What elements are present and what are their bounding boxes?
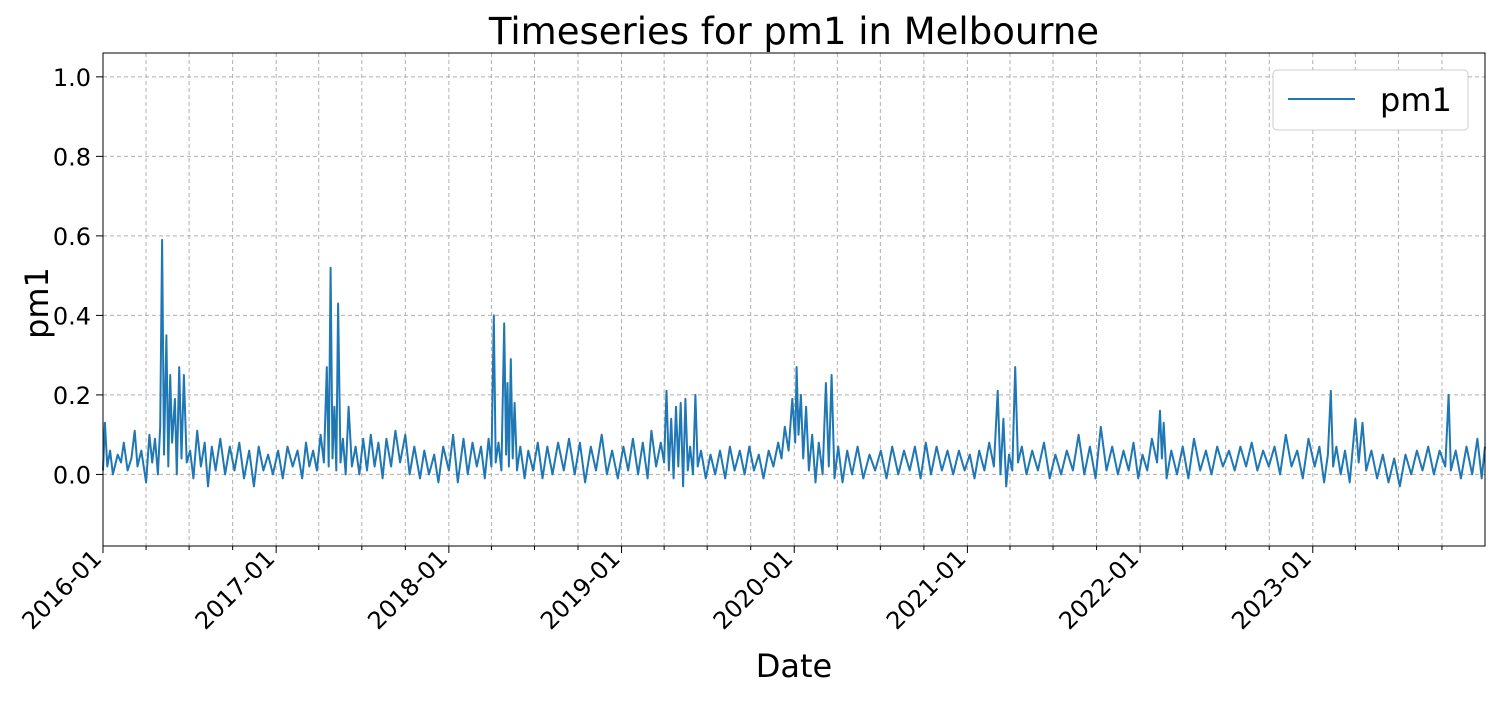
y-axis-label: pm1 [18,267,56,339]
plot-area [102,238,1486,488]
series-line-pm1 [102,238,1486,488]
x-axis-label: Date [756,647,832,685]
legend: pm1 [1272,69,1469,131]
y-tick-label: 0.6 [53,223,91,251]
y-tick-label: 0.8 [53,143,91,171]
y-tick-label: 0.4 [53,302,91,330]
legend-box [1272,69,1469,131]
chart-title: Timeseries for pm1 in Melbourne [488,10,1099,53]
legend-label: pm1 [1380,81,1452,119]
y-tick-label: 0.2 [53,382,91,410]
y-tick-label: 0.0 [53,461,91,489]
y-tick-label: 1.0 [53,64,91,92]
grid [102,53,1485,546]
